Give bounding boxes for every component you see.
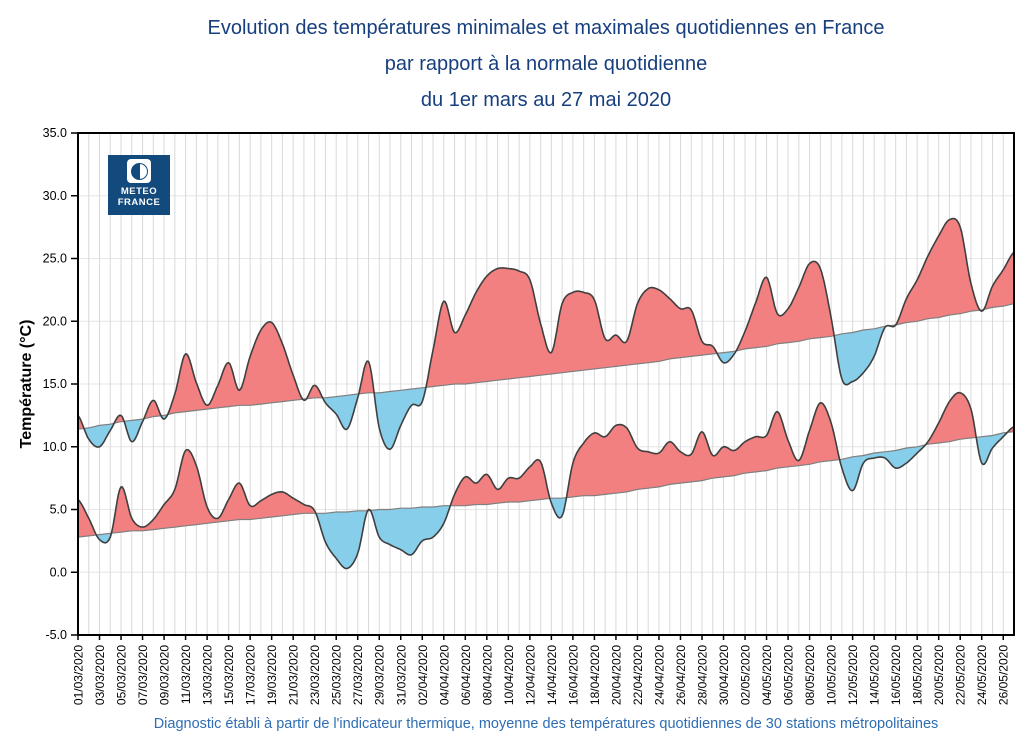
x-tick-label: 13/03/2020 bbox=[201, 645, 215, 705]
y-tick-label: 0.0 bbox=[50, 565, 67, 579]
half-circle-icon bbox=[130, 162, 148, 180]
x-tick-label: 27/03/2020 bbox=[351, 645, 365, 705]
x-tick-label: 12/04/2020 bbox=[523, 645, 537, 705]
x-tick-label: 02/04/2020 bbox=[416, 645, 430, 705]
x-tick-label: 21/03/2020 bbox=[287, 645, 301, 705]
y-tick-label: -5.0 bbox=[45, 628, 67, 642]
x-tick-label: 08/04/2020 bbox=[480, 645, 494, 705]
x-tick-label: 08/05/2020 bbox=[803, 645, 817, 705]
y-tick-label: 30.0 bbox=[43, 189, 67, 203]
tmax-above-normal-area bbox=[78, 218, 1014, 430]
tmin-above-normal-area bbox=[78, 392, 1014, 538]
x-tick-label: 09/03/2020 bbox=[158, 645, 172, 705]
y-tick-label: 35.0 bbox=[43, 126, 67, 140]
x-tick-label: 04/05/2020 bbox=[760, 645, 774, 705]
y-tick-label: 10.0 bbox=[43, 440, 67, 454]
meteo-france-logo: METEO FRANCE bbox=[108, 155, 170, 215]
y-tick-label: 25.0 bbox=[43, 252, 67, 266]
x-tick-label: 04/04/2020 bbox=[437, 645, 451, 705]
x-tick-label: 10/05/2020 bbox=[825, 645, 839, 705]
x-tick-label: 20/05/2020 bbox=[932, 645, 946, 705]
tmin-below-normal-area bbox=[78, 431, 1014, 569]
x-tick-label: 05/03/2020 bbox=[115, 645, 129, 705]
tmax-curve bbox=[77, 217, 1015, 451]
x-tick-label: 20/04/2020 bbox=[609, 645, 623, 705]
x-tick-label: 22/05/2020 bbox=[954, 645, 968, 705]
tmin-normal-line bbox=[77, 431, 1015, 538]
chart-title-line1: Evolution des températures minimales et … bbox=[207, 17, 885, 39]
chart-title-line2: par rapport à la normale quotidienne bbox=[384, 53, 708, 75]
x-tick-label: 16/05/2020 bbox=[889, 645, 903, 705]
x-tick-label: 17/03/2020 bbox=[244, 645, 258, 705]
logo-text-line1: METEO bbox=[120, 186, 158, 197]
x-tick-label: 02/05/2020 bbox=[739, 645, 753, 705]
x-tick-label: 24/04/2020 bbox=[652, 645, 666, 705]
x-tick-label: 30/04/2020 bbox=[717, 645, 731, 705]
chart-footnote: Diagnostic établi à partir de l'indicate… bbox=[153, 716, 939, 732]
tmin-curve bbox=[77, 391, 1015, 570]
x-tick-label: 03/03/2020 bbox=[93, 645, 107, 705]
chart-title-line3: du 1er mars au 27 mai 2020 bbox=[420, 89, 672, 111]
logo-text-line2: FRANCE bbox=[117, 197, 161, 208]
x-tick-label: 15/03/2020 bbox=[222, 645, 236, 705]
x-tick-label: 29/03/2020 bbox=[373, 645, 387, 705]
x-tick-label: 14/05/2020 bbox=[868, 645, 882, 705]
x-tick-label: 22/04/2020 bbox=[631, 645, 645, 705]
x-tick-label: 25/03/2020 bbox=[330, 645, 344, 705]
x-tick-label: 18/05/2020 bbox=[911, 645, 925, 705]
x-tick-label: 16/04/2020 bbox=[566, 645, 580, 705]
x-tick-label: 11/03/2020 bbox=[179, 645, 193, 704]
x-tick-label: 01/03/2020 bbox=[72, 645, 86, 705]
x-tick-label: 07/03/2020 bbox=[136, 645, 150, 705]
x-tick-label: 06/05/2020 bbox=[782, 645, 796, 705]
x-tick-label: 28/04/2020 bbox=[696, 645, 710, 705]
x-tick-label: 31/03/2020 bbox=[394, 645, 408, 705]
x-tick-label: 24/05/2020 bbox=[975, 645, 989, 705]
x-tick-label: 18/04/2020 bbox=[588, 645, 602, 705]
y-tick-label: 5.0 bbox=[50, 503, 67, 517]
x-tick-label: 10/04/2020 bbox=[502, 645, 516, 705]
x-tick-label: 26/05/2020 bbox=[997, 645, 1011, 705]
x-tick-label: 06/04/2020 bbox=[459, 645, 473, 705]
x-tick-label: 12/05/2020 bbox=[846, 645, 860, 705]
y-tick-label: 15.0 bbox=[43, 377, 67, 391]
tmax-normal-line bbox=[77, 303, 1015, 430]
x-tick-label: 26/04/2020 bbox=[674, 645, 688, 705]
y-axis-title: Température (°C) bbox=[18, 320, 35, 449]
x-tick-label: 23/03/2020 bbox=[308, 645, 322, 705]
logo-sun-icon bbox=[127, 159, 151, 183]
x-tick-label: 14/04/2020 bbox=[545, 645, 559, 705]
x-tick-label: 19/03/2020 bbox=[265, 645, 279, 705]
y-tick-label: 20.0 bbox=[43, 314, 67, 328]
tmax-below-normal-area bbox=[78, 303, 1014, 450]
chart-title: Evolution des températures minimales et … bbox=[78, 10, 1014, 118]
